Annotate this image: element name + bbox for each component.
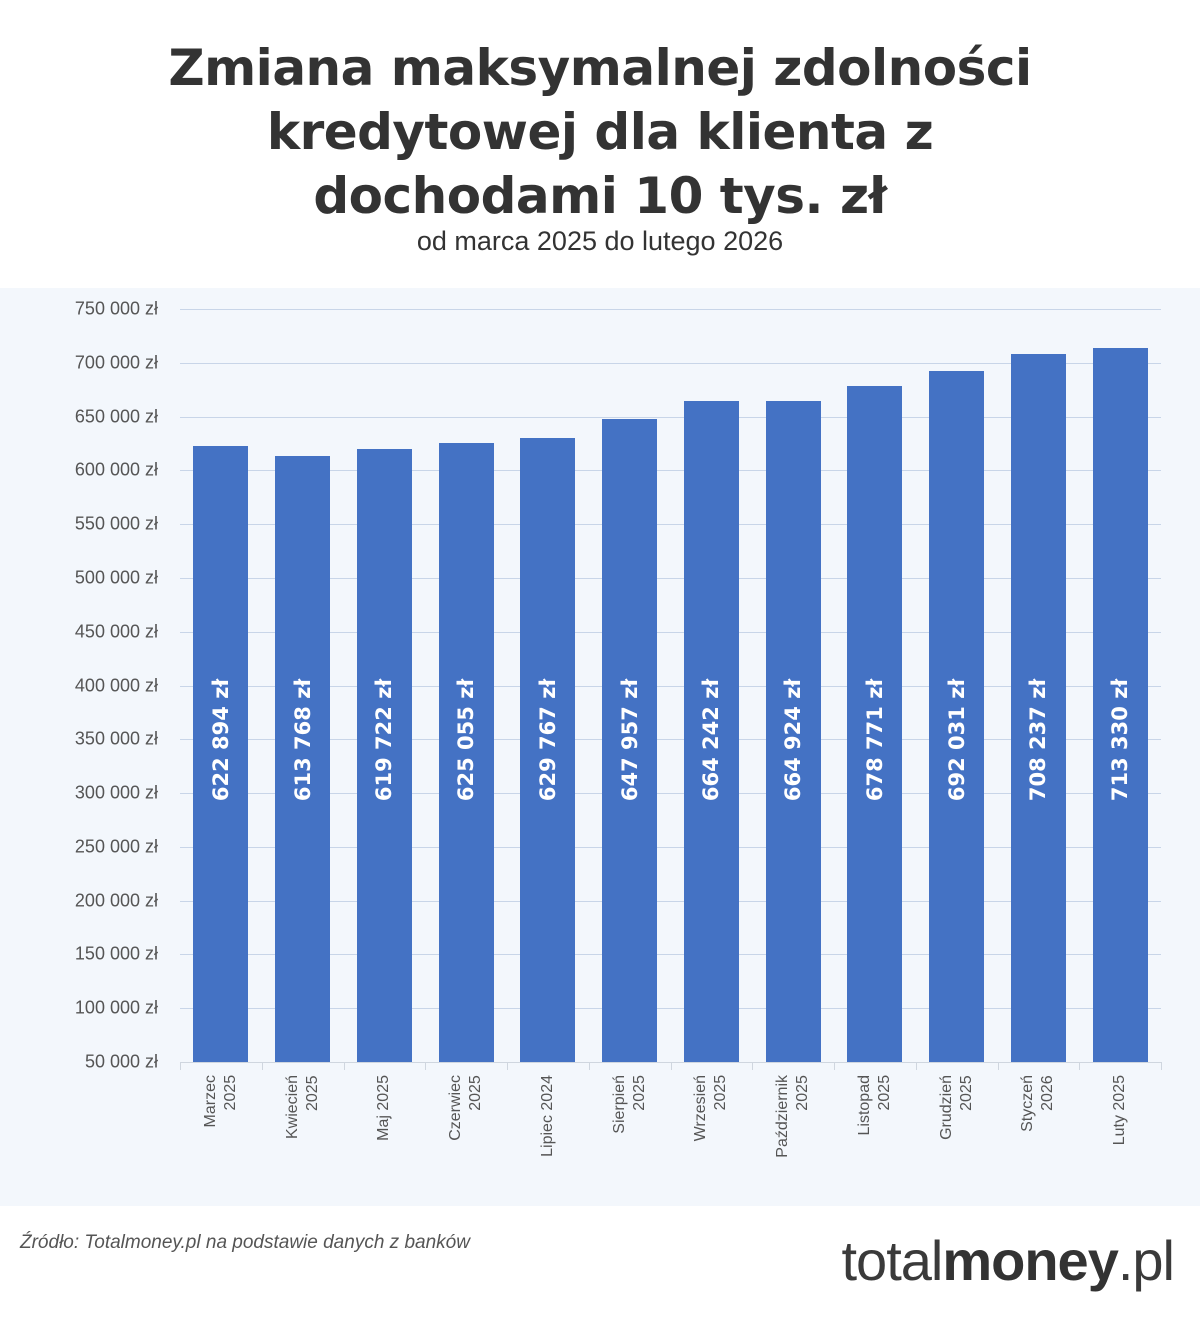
y-tick-label: 550 000 zł: [74, 513, 158, 534]
gridline: [180, 631, 1161, 633]
x-category-label: Styczeń 2026: [1019, 1075, 1057, 1132]
bar: 647 957 zł: [602, 418, 658, 1062]
gridline: [180, 954, 1161, 956]
logo-bold-part: money: [942, 1229, 1118, 1292]
bar-value-label: 613 768 zł: [290, 678, 315, 802]
title-line-3: dochodami 10 tys. zł: [313, 167, 887, 225]
y-tick-label: 100 000 zł: [74, 997, 158, 1018]
x-category-label: Listopad 2025: [855, 1075, 893, 1136]
x-tick-mark: [343, 1062, 345, 1070]
gridline: [180, 524, 1161, 526]
x-category-label: Luty 2025: [1111, 1075, 1129, 1146]
gridline: [180, 577, 1161, 579]
bar-value-label: 647 957 zł: [617, 678, 642, 802]
x-tick-mark: [752, 1062, 754, 1070]
bar-value-label: 678 771 zł: [862, 678, 887, 802]
y-tick-label: 300 000 zł: [74, 782, 158, 803]
title-line-2: kredytowej dla klienta z: [266, 103, 934, 161]
x-tick-mark: [261, 1062, 263, 1070]
y-tick-label: 250 000 zł: [74, 836, 158, 857]
y-tick-label: 750 000 zł: [74, 298, 158, 319]
gridline: [180, 416, 1161, 418]
y-tick-label: 450 000 zł: [74, 621, 158, 642]
x-tick-mark: [425, 1062, 427, 1070]
gridline: [180, 1008, 1161, 1010]
bar: 692 031 zł: [929, 371, 985, 1062]
bar-value-label: 708 237 zł: [1026, 678, 1051, 802]
logo-suffix: .pl: [1117, 1229, 1175, 1292]
source-note: Źródło: Totalmoney.pl na podstawie danyc…: [20, 1232, 470, 1253]
y-tick-label: 600 000 zł: [74, 459, 158, 480]
bar: 664 924 zł: [765, 400, 821, 1062]
gridline: [180, 793, 1161, 795]
bar-value-label: 692 031 zł: [944, 678, 969, 802]
y-tick-label: 700 000 zł: [74, 352, 158, 373]
x-tick-mark: [180, 1062, 181, 1070]
y-tick-label: 650 000 zł: [74, 406, 158, 427]
gridline: [180, 900, 1161, 902]
x-category-label: Marzec 2025: [201, 1075, 239, 1128]
bar-value-label: 625 055 zł: [454, 678, 479, 802]
bar: 613 768 zł: [275, 455, 331, 1062]
gridline: [180, 739, 1161, 741]
gridline: [180, 685, 1161, 687]
bar: 713 330 zł: [1092, 348, 1148, 1062]
y-tick-label: 200 000 zł: [74, 890, 158, 911]
chart-subtitle: od marca 2025 do lutego 2026: [416, 226, 784, 256]
y-tick-label: 500 000 zł: [74, 567, 158, 588]
y-tick-label: 150 000 zł: [74, 943, 158, 964]
x-tick-mark: [1079, 1062, 1081, 1070]
y-tick-label: 350 000 zł: [74, 728, 158, 749]
x-category-label: Lipiec 2024: [538, 1075, 556, 1157]
bar: 664 242 zł: [683, 401, 739, 1062]
gridline: [180, 470, 1161, 472]
bar-value-label: 713 330 zł: [1108, 678, 1133, 802]
bar: 622 894 zł: [193, 445, 249, 1062]
bar: 708 237 zł: [1010, 353, 1066, 1062]
bar-value-label: 629 767 zł: [535, 678, 560, 802]
chart-title: Zmiana maksymalnej zdolności kredytowej …: [0, 36, 1200, 228]
bar-value-label: 664 924 zł: [781, 678, 806, 802]
totalmoney-logo: totalmoney.pl: [841, 1228, 1175, 1293]
x-tick-mark: [997, 1062, 999, 1070]
x-category-label: Kwiecień 2025: [283, 1075, 321, 1140]
x-tick-mark: [588, 1062, 590, 1070]
bar: 625 055 zł: [438, 443, 494, 1062]
y-tick-label: 50 000 zł: [84, 1051, 158, 1072]
bar-value-label: 619 722 zł: [372, 678, 397, 802]
bar: 678 771 zł: [847, 385, 903, 1062]
x-tick-mark: [507, 1062, 508, 1070]
x-category-label: Czerwiec 2025: [447, 1075, 485, 1141]
x-tick-mark: [915, 1062, 917, 1070]
gridline: [180, 362, 1161, 364]
x-category-label: Sierpień 2025: [610, 1075, 648, 1134]
x-category-label: Październik 2025: [774, 1075, 812, 1158]
gridline: [180, 309, 1161, 310]
bar-value-label: 622 894 zł: [208, 678, 233, 802]
bar: 619 722 zł: [356, 449, 412, 1062]
x-category-label: Grudzień 2025: [937, 1075, 975, 1140]
x-category-label: Maj 2025: [375, 1075, 393, 1141]
x-tick-mark: [670, 1062, 672, 1070]
bar: 629 767 zł: [520, 438, 576, 1062]
gridline: [180, 846, 1161, 848]
x-category-label: Wrzesień 2025: [692, 1075, 730, 1142]
y-tick-label: 400 000 zł: [74, 675, 158, 695]
bar-value-label: 664 242 zł: [699, 678, 724, 802]
title-line-1: Zmiana maksymalnej zdolności: [168, 39, 1032, 97]
x-tick-mark: [1161, 1062, 1162, 1070]
x-tick-mark: [834, 1062, 835, 1070]
logo-light-part: total: [841, 1229, 943, 1292]
